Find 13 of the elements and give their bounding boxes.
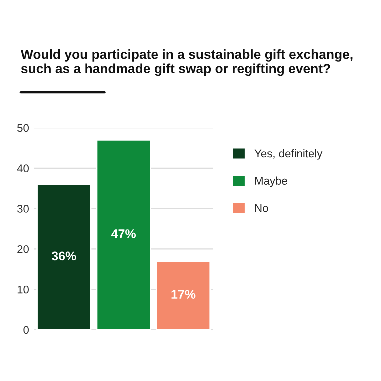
data-label: 47%	[112, 230, 136, 238]
y-tick-label: 10	[18, 286, 29, 294]
legend-label: No	[255, 204, 268, 212]
data-label: 36%	[52, 252, 76, 261]
data-label: 17%	[172, 290, 196, 299]
legend-label: Yes, definitely	[254, 150, 323, 160]
y-tick-label: 20	[18, 245, 29, 254]
chart-title: Would you participate in a sustainable gift exchange, such as a handmade gift swap or regifting event?	[20, 50, 353, 76]
y-tick-label: 30	[17, 205, 29, 213]
y-tick-label: 50	[18, 124, 29, 132]
legend-label: Maybe	[255, 176, 288, 188]
y-tick-label: 40	[17, 164, 29, 173]
y-tick-label: 0	[24, 326, 29, 334]
